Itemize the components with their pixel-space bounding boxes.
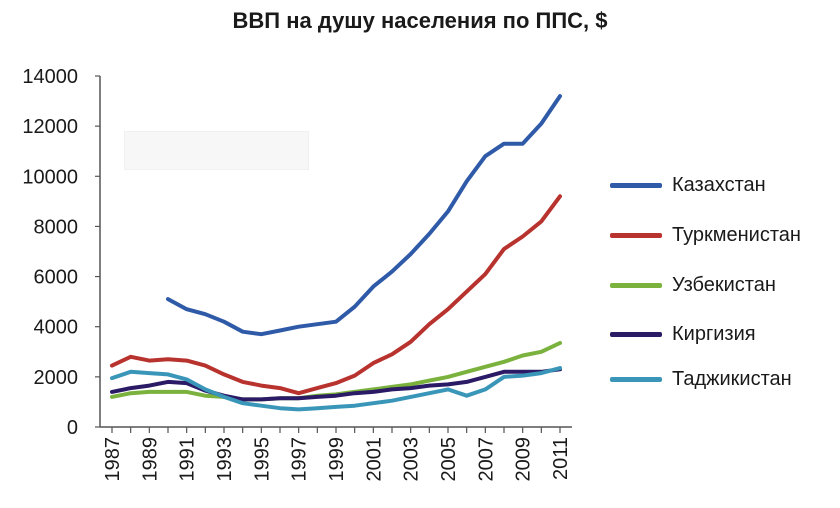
x-tick-label: 2005 bbox=[438, 437, 460, 482]
blank-text-box bbox=[124, 131, 309, 170]
chart-title: ВВП на душу населения по ППС, $ bbox=[232, 8, 608, 33]
legend-swatch bbox=[610, 331, 662, 337]
legend-swatch bbox=[610, 182, 662, 188]
series-line bbox=[110, 194, 562, 396]
y-tick-label: 8000 bbox=[34, 216, 79, 238]
series-line bbox=[166, 94, 562, 337]
axes: 0 2000 4000 6000 8000 10000 12000 14000 1987 1989… bbox=[22, 66, 572, 482]
y-tick-label: 10000 bbox=[22, 166, 78, 188]
y-tick-label: 4000 bbox=[34, 317, 79, 339]
x-tick-label: 1987 bbox=[102, 437, 124, 482]
x-tick-label: 1991 bbox=[177, 437, 199, 482]
x-tick-label: 2003 bbox=[401, 437, 423, 482]
legend-label: Казахстан bbox=[672, 173, 766, 196]
legend-label: Таджикистан bbox=[672, 367, 792, 390]
series-line bbox=[110, 367, 562, 402]
x-tick-label: 2011 bbox=[550, 437, 572, 480]
x-tick-label: 1993 bbox=[214, 437, 236, 482]
legend-item: Киргизия bbox=[610, 319, 756, 349]
legend-item: Узбекистан bbox=[610, 270, 776, 300]
y-tick-label: 12000 bbox=[22, 116, 78, 138]
x-tick-label: 1997 bbox=[289, 437, 311, 482]
legend-label: Узбекистан bbox=[672, 273, 776, 296]
legend-label: Туркменистан bbox=[672, 223, 801, 246]
legend-swatch bbox=[610, 232, 662, 238]
x-tick-label: 1999 bbox=[326, 437, 348, 482]
x-tick-label: 1995 bbox=[251, 437, 273, 482]
legend-swatch bbox=[610, 282, 662, 288]
legend-item: Казахстан bbox=[610, 170, 766, 200]
series-line bbox=[110, 341, 562, 402]
series-lines bbox=[110, 94, 562, 412]
x-tick-label: 2009 bbox=[513, 437, 535, 482]
legend-label: Киргизия bbox=[672, 322, 756, 345]
y-tick-label: 6000 bbox=[34, 267, 79, 289]
y-tick-label: 14000 bbox=[22, 66, 78, 88]
legend-swatch bbox=[610, 376, 662, 382]
x-tick-label: 2007 bbox=[475, 437, 497, 482]
legend-item: Туркменистан bbox=[610, 220, 801, 250]
y-tick-label: 2000 bbox=[34, 367, 79, 389]
y-tick-label: 0 bbox=[67, 417, 78, 439]
x-tick-label: 2001 bbox=[363, 437, 385, 482]
series-line bbox=[110, 366, 562, 412]
legend-item: Таджикистан bbox=[610, 364, 792, 394]
x-tick-label: 1989 bbox=[139, 437, 161, 482]
